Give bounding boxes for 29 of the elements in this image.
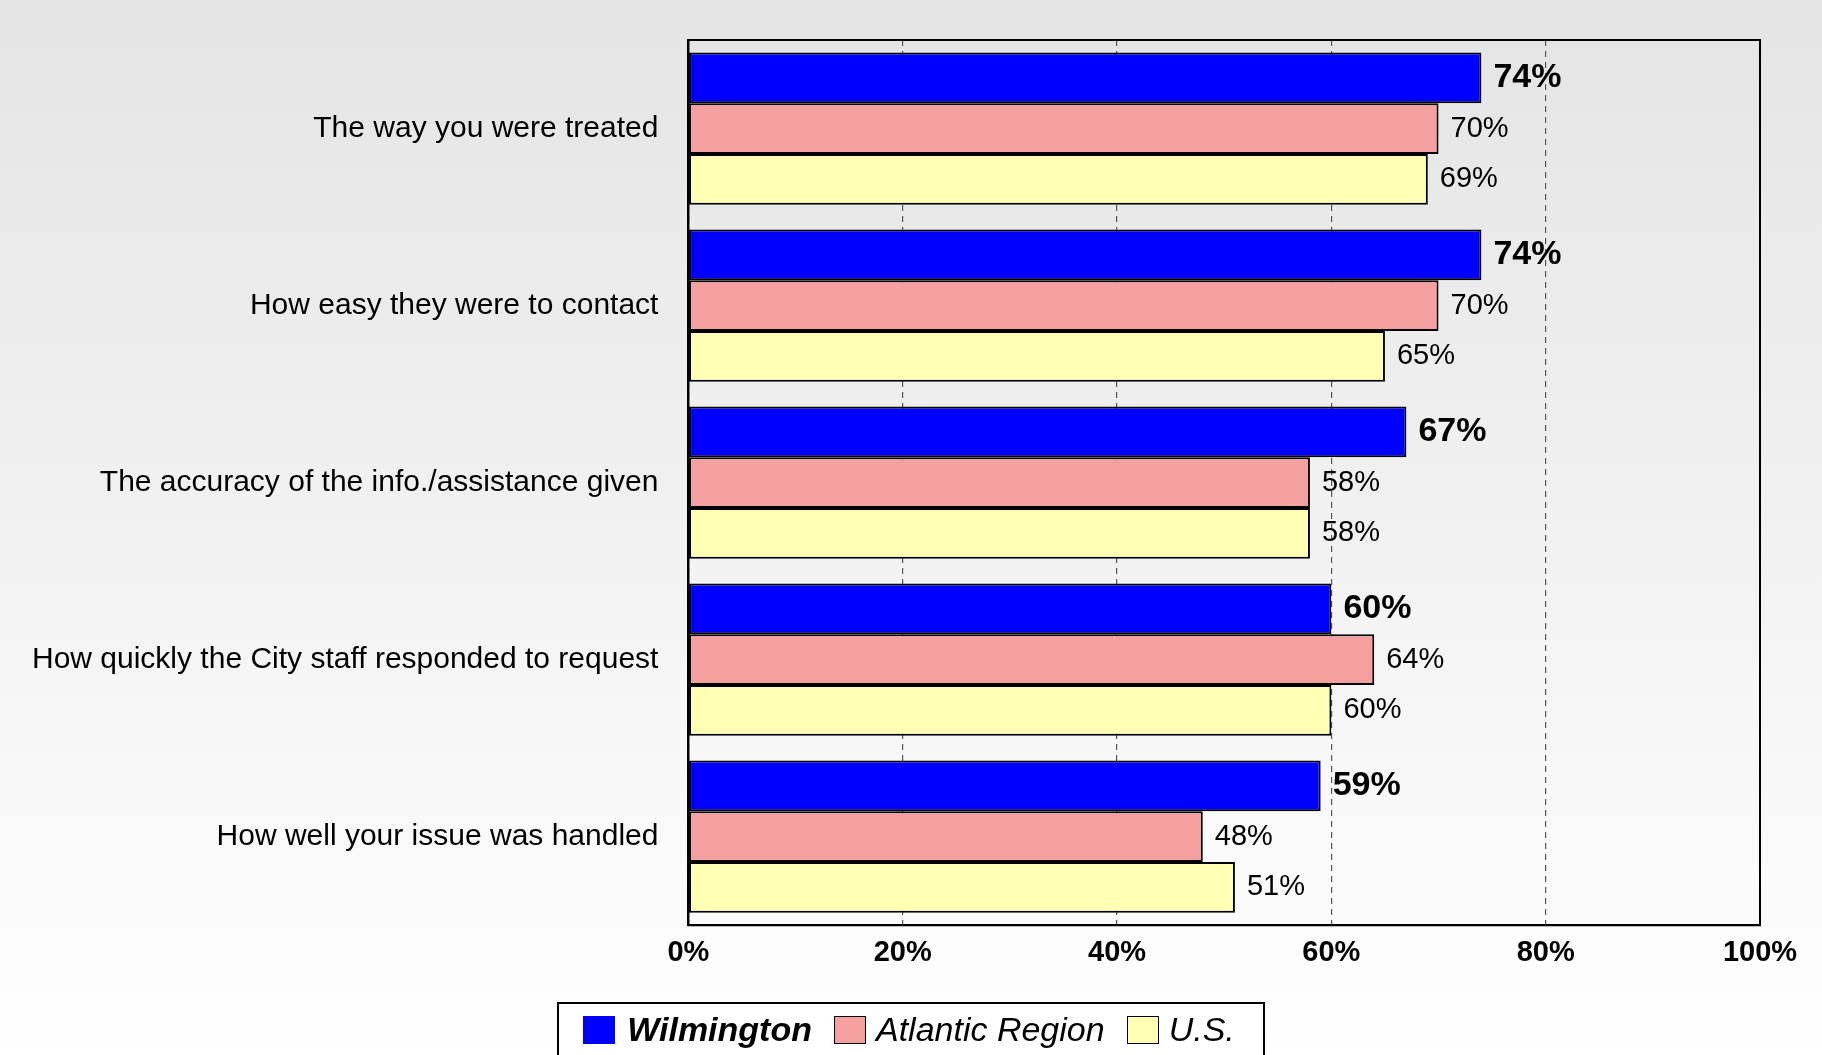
data-label: 65% xyxy=(1396,338,1455,371)
data-label: 60% xyxy=(1343,587,1412,626)
y-tick-label: How well your issue was handled xyxy=(216,817,659,851)
data-label: 48% xyxy=(1214,818,1273,851)
y-tick-label: How easy they were to contact xyxy=(249,286,660,320)
data-label: 58% xyxy=(1321,464,1380,497)
x-tick-label: 60% xyxy=(1302,934,1361,967)
legend-label: Wilmington xyxy=(626,1010,812,1049)
y-tick-label: How quickly the City staff responded to request xyxy=(31,640,660,674)
data-label: 60% xyxy=(1343,692,1402,725)
x-tick-label: 20% xyxy=(873,934,932,967)
data-label: 74% xyxy=(1493,233,1562,272)
legend-label: Atlantic Region xyxy=(875,1010,1105,1049)
x-tick-label: 80% xyxy=(1516,934,1575,967)
data-label: 59% xyxy=(1332,764,1401,803)
x-tick-label: 0% xyxy=(667,934,710,967)
data-label: 70% xyxy=(1450,287,1509,320)
data-label: 74% xyxy=(1493,56,1562,95)
legend-label: U.S. xyxy=(1168,1010,1235,1049)
y-tick-label: The accuracy of the info./assistance given xyxy=(99,463,659,497)
data-label: 58% xyxy=(1321,515,1380,548)
x-tick-label: 100% xyxy=(1722,934,1798,967)
data-label: 64% xyxy=(1386,641,1445,674)
data-label: 51% xyxy=(1246,869,1305,902)
data-label: 70% xyxy=(1450,110,1509,143)
x-tick-label: 40% xyxy=(1088,934,1147,967)
data-label: 69% xyxy=(1439,161,1498,194)
y-tick-label: The way you were treated xyxy=(313,109,659,143)
data-label: 67% xyxy=(1418,410,1487,449)
